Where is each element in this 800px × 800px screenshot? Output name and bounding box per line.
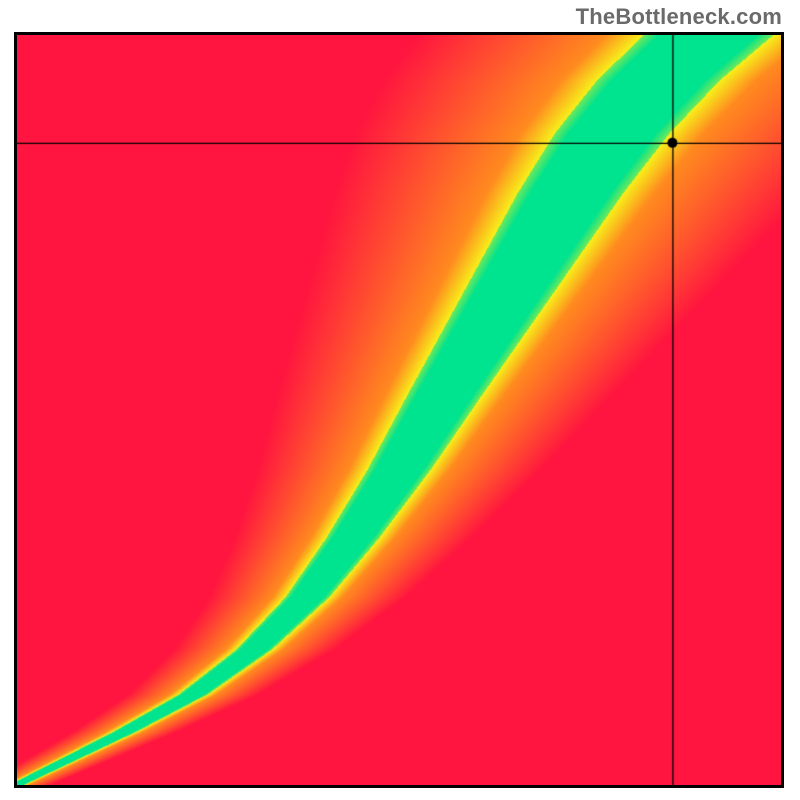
bottleneck-heatmap [14,32,784,788]
watermark-text: TheBottleneck.com [576,4,782,30]
heatmap-canvas [17,35,781,785]
